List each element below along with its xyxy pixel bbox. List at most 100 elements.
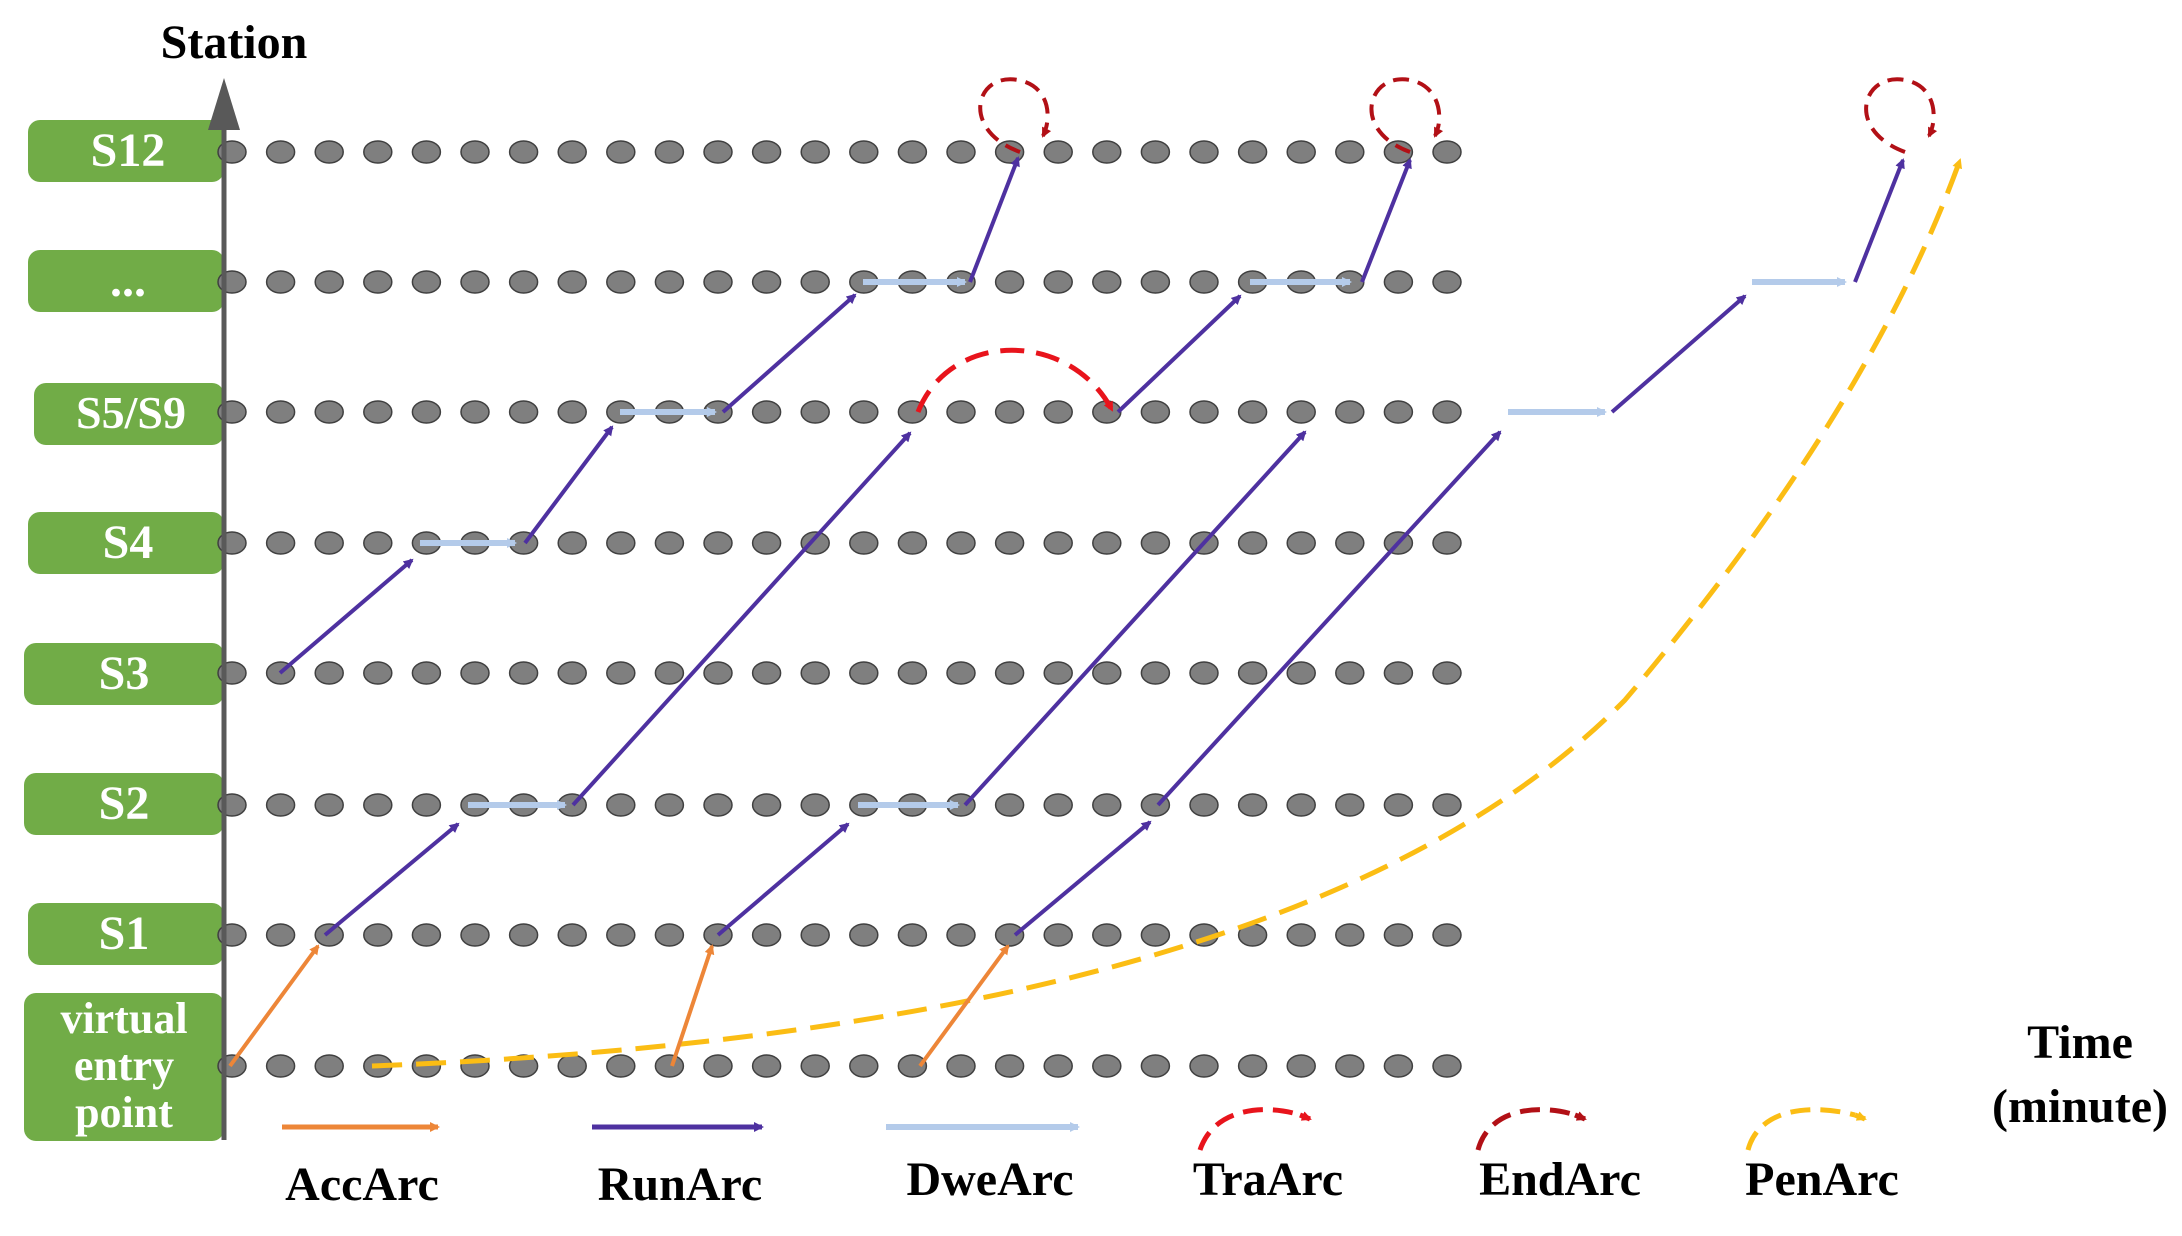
- time-node: [654, 270, 685, 294]
- legend-item-accarc: AccArc: [282, 1122, 440, 1211]
- time-node: [1286, 400, 1316, 424]
- time-node: [557, 400, 587, 424]
- time-node: [751, 793, 782, 817]
- time-node: [654, 1054, 685, 1078]
- time-node: [314, 140, 344, 164]
- runarc-edge: [1610, 294, 1747, 414]
- time-node: [1432, 1054, 1462, 1078]
- time-node: [1383, 661, 1414, 685]
- time-node: [363, 793, 393, 817]
- time-node: [1043, 400, 1073, 424]
- time-node: [1092, 661, 1122, 685]
- time-node: [849, 140, 879, 164]
- legend-item-traarc: TraArc: [1193, 1107, 1343, 1206]
- time-node: [363, 270, 393, 294]
- time-node: [849, 923, 879, 947]
- time-node: [411, 793, 442, 817]
- time-node: [1043, 140, 1073, 164]
- time-node: [1286, 793, 1316, 817]
- runarc-edge: [968, 156, 1020, 283]
- legend-label: PenArc: [1745, 1153, 1899, 1206]
- time-node: [606, 793, 636, 817]
- time-node: [1043, 661, 1073, 685]
- time-node: [411, 270, 442, 294]
- station-s5-s9: S5/S9: [34, 383, 224, 445]
- time-node: [800, 1054, 830, 1078]
- time-node: [1043, 923, 1073, 947]
- runarc-edge: [571, 431, 912, 807]
- time-node: [1335, 923, 1365, 947]
- time-node: [1286, 140, 1316, 164]
- time-node: [800, 793, 830, 817]
- train-4-path: [918, 77, 1938, 1068]
- time-node: [1383, 400, 1414, 424]
- station-s1: S1: [28, 903, 224, 965]
- time-node: [1432, 140, 1462, 164]
- time-node: [800, 531, 830, 555]
- time-node: [751, 400, 782, 424]
- time-node: [1383, 140, 1414, 164]
- time-node: [265, 793, 296, 817]
- node-row-s12: [217, 140, 1462, 164]
- time-node: [1140, 923, 1171, 947]
- time-node: [703, 270, 733, 294]
- station-label-line: virtual: [60, 994, 187, 1043]
- time-node: [897, 531, 928, 555]
- time-node: [411, 661, 442, 685]
- runarc-edge: [1116, 294, 1242, 414]
- time-node: [1237, 531, 1268, 555]
- runarc-edge: [963, 430, 1307, 807]
- time-node: [314, 793, 344, 817]
- node-row-s2: [217, 793, 1462, 817]
- time-node: [314, 923, 344, 947]
- time-node: [994, 270, 1025, 294]
- time-node: [751, 531, 782, 555]
- time-node: [1335, 793, 1365, 817]
- time-node: [1189, 793, 1219, 817]
- time-node: [1335, 140, 1365, 164]
- time-node: [751, 1054, 782, 1078]
- time-node: [508, 923, 539, 947]
- time-node: [1043, 270, 1073, 294]
- legend-label: DweArc: [906, 1153, 1073, 1206]
- time-node: [460, 400, 490, 424]
- runarc-edge: [278, 558, 414, 675]
- time-node: [314, 400, 344, 424]
- time-node: [1189, 1054, 1219, 1078]
- time-node: [314, 270, 344, 294]
- time-node: [1237, 140, 1268, 164]
- time-node: [1043, 793, 1073, 817]
- time-node: [1140, 270, 1171, 294]
- runarc-edge: [1360, 158, 1412, 283]
- station-label: S12: [91, 124, 166, 177]
- station-s12: S12: [28, 120, 224, 182]
- time-node: [460, 270, 490, 294]
- time-node: [460, 661, 490, 685]
- time-node: [1383, 923, 1414, 947]
- station-label: S5/S9: [76, 387, 186, 438]
- endarc-path: [1864, 77, 1938, 154]
- accarc-edge: [670, 944, 715, 1067]
- time-node: [557, 531, 587, 555]
- time-node: [363, 661, 393, 685]
- time-node: [1237, 1054, 1268, 1078]
- time-node: [265, 923, 296, 947]
- time-node: [1432, 270, 1462, 294]
- time-node: [1140, 1054, 1171, 1078]
- penarc-swatch: [1745, 1107, 1856, 1151]
- time-node: [363, 923, 393, 947]
- time-node: [1140, 140, 1171, 164]
- time-node: [1189, 661, 1219, 685]
- endarc-path: [978, 77, 1052, 154]
- time-node: [1140, 531, 1171, 555]
- time-node: [703, 661, 733, 685]
- station-label: S1: [99, 907, 150, 960]
- time-node: [1189, 270, 1219, 294]
- y-axis: Station: [161, 16, 307, 1140]
- time-node: [1189, 140, 1219, 164]
- time-node: [1383, 270, 1414, 294]
- time-node: [751, 661, 782, 685]
- time-node: [411, 140, 442, 164]
- station-label: S4: [103, 516, 154, 569]
